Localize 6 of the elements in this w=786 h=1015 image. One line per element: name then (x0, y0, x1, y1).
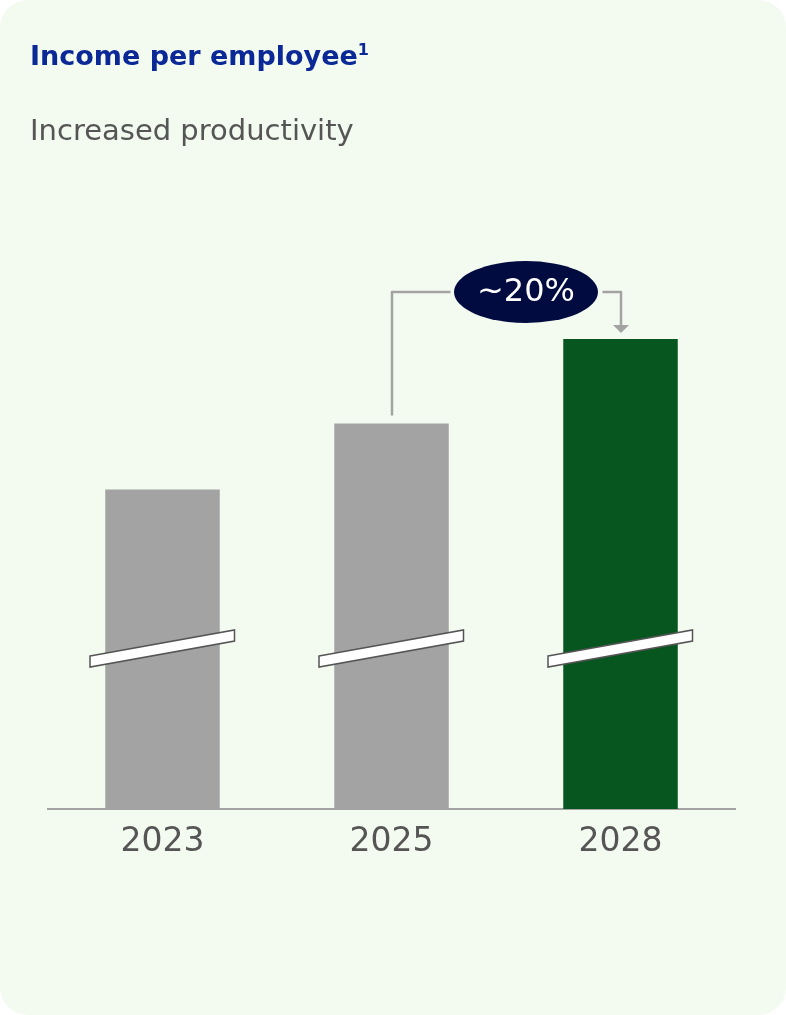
x-tick-label: 2028 (578, 820, 663, 860)
annotation: ~20% (477, 271, 575, 310)
chart-subtitle: Increased productivity (30, 113, 354, 147)
x-tick-label: 2023 (120, 820, 205, 860)
chart-title: Income per employee$^{1}$ (30, 40, 369, 71)
x-tick-label: 2025 (349, 820, 434, 860)
